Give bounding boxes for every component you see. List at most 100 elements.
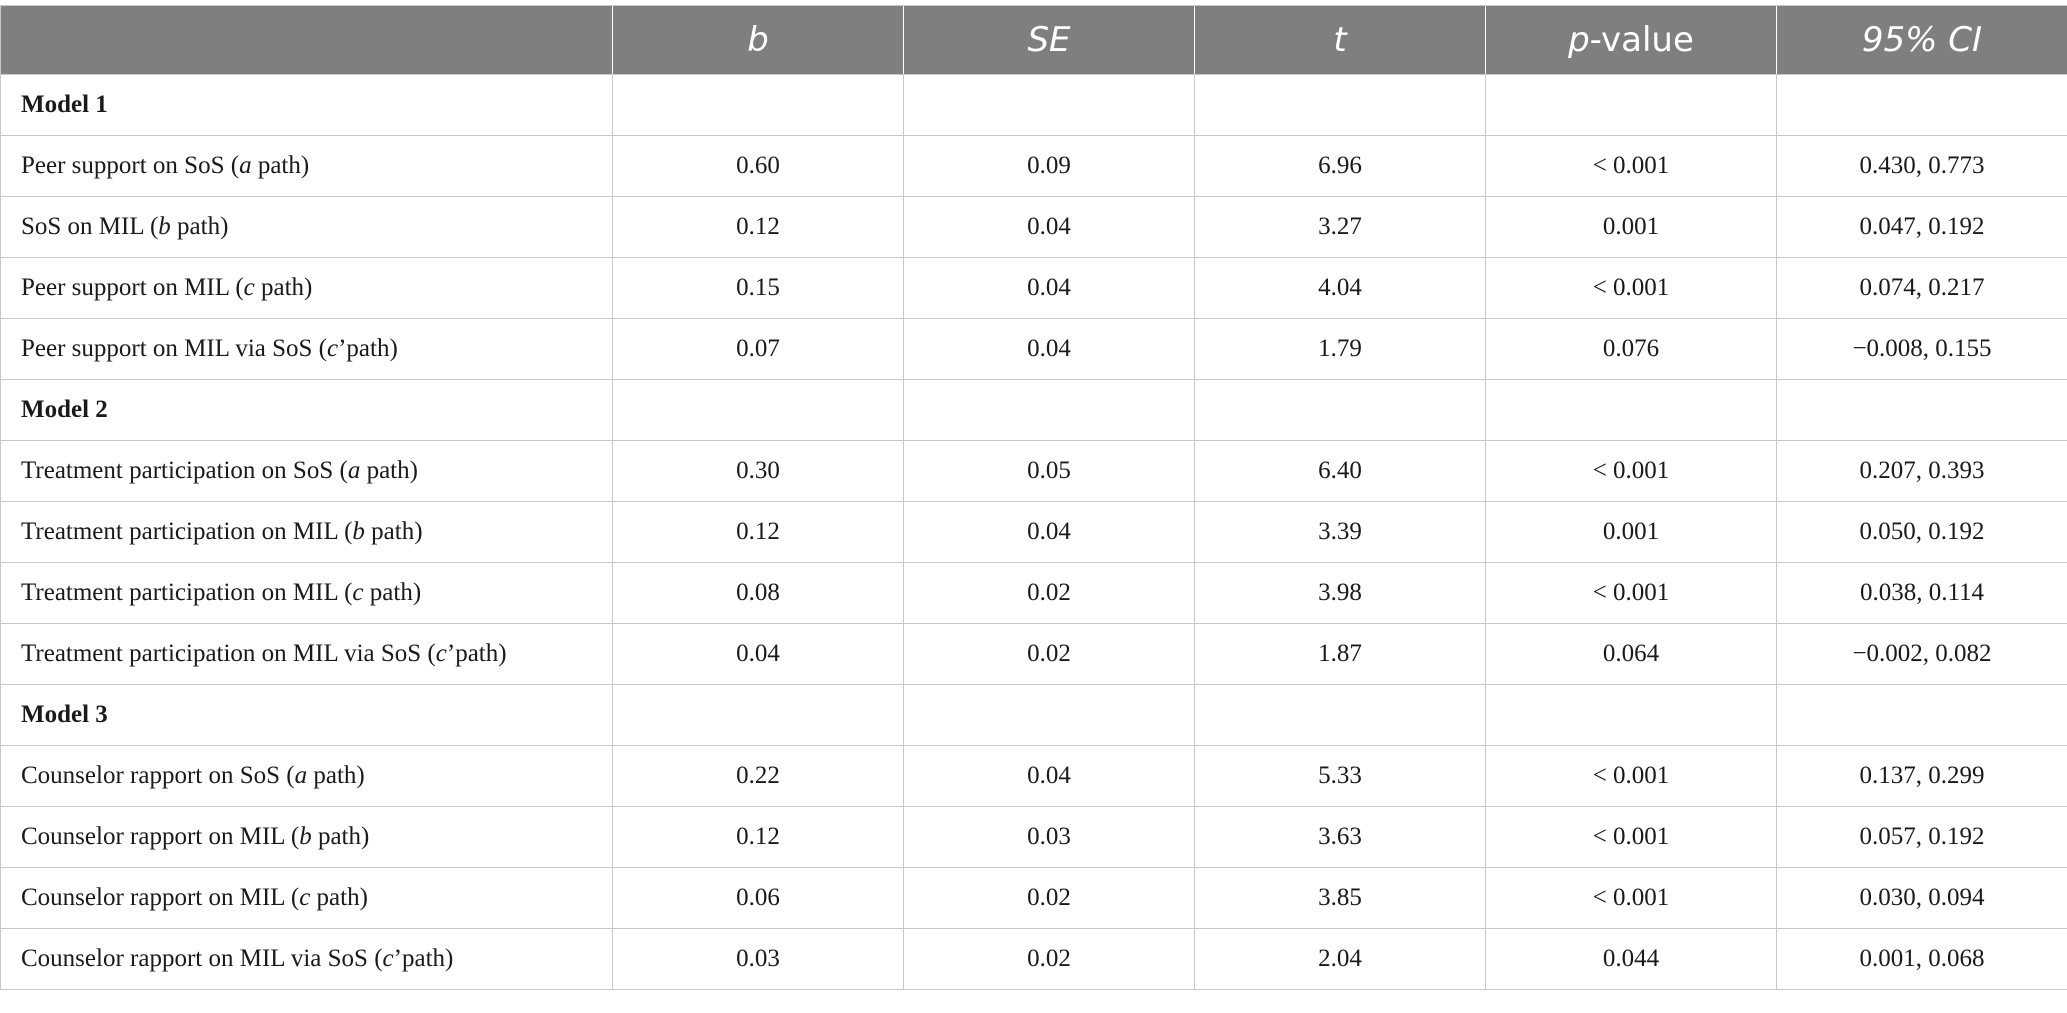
row-label-prefix: Treatment participation on MIL ( [21,579,353,606]
table-header: b SE t p-value 95% CI [0,5,2067,75]
row-label-path-letter: c [327,335,339,362]
table-body: Model 1 Peer support on SoS (a path) 0.60 0… [0,74,2067,990]
cell-se: 0.04 [903,745,1195,807]
cell-ci: 0.207, 0.393 [1776,440,2067,502]
empty-cell [903,379,1195,441]
cell-ci: 0.001, 0.068 [1776,928,2067,990]
header-p-suffix: -value [1589,20,1694,60]
row-label: Counselor rapport on SoS (a path) [0,745,613,807]
section-label: Model 1 [0,74,613,136]
cell-ci: 0.057, 0.192 [1776,806,2067,868]
header-t: t [1194,5,1486,75]
cell-se: 0.04 [903,196,1195,258]
cell-t: 3.98 [1194,562,1486,624]
cell-se: 0.02 [903,562,1195,624]
table-row: Counselor rapport on MIL via SoS (c’path… [0,928,2067,990]
header-empty-cell [0,5,613,75]
empty-cell [903,684,1195,746]
cell-b: 0.12 [612,196,904,258]
header-se: SE [903,5,1195,75]
cell-b: 0.08 [612,562,904,624]
cell-b: 0.15 [612,257,904,319]
header-p-value: p-value [1485,5,1777,75]
cell-ci: 0.430, 0.773 [1776,135,2067,197]
row-label: Counselor rapport on MIL (c path) [0,867,613,929]
row-label-path-letter: a [239,152,252,179]
row-label-suffix: path) [251,152,310,179]
row-label-path-letter: c [382,945,394,972]
row-label: Treatment participation on SoS (a path) [0,440,613,502]
table-row: Peer support on MIL (c path) 0.15 0.04 4.04… [0,257,2067,319]
cell-p-value: < 0.001 [1485,867,1777,929]
mediation-results-table: b SE t p-value 95% CI Model 1 Peer suppor… [0,5,2067,990]
cell-t: 1.79 [1194,318,1486,380]
table-row: Counselor rapport on MIL (b path) 0.12 0.0… [0,806,2067,868]
cell-ci: −0.002, 0.082 [1776,623,2067,685]
cell-t: 3.39 [1194,501,1486,563]
row-label-prefix: Treatment participation on MIL ( [21,518,353,545]
cell-b: 0.04 [612,623,904,685]
row-label-suffix: ’path) [338,335,398,362]
cell-p-value: 0.001 [1485,196,1777,258]
section-label: Model 2 [0,379,613,441]
cell-t: 6.96 [1194,135,1486,197]
table-row: Counselor rapport on SoS (a path) 0.22 0.0… [0,745,2067,807]
row-label-path-letter: a [294,762,308,789]
row-label-prefix: Peer support on SoS ( [21,152,240,179]
row-label-path-letter: c [243,274,255,301]
empty-cell [612,74,904,136]
row-label: SoS on MIL (b path) [0,196,613,258]
row-label-prefix: Counselor rapport on SoS ( [21,762,295,789]
cell-se: 0.02 [903,928,1195,990]
cell-p-value: < 0.001 [1485,806,1777,868]
row-label: Treatment participation on MIL via SoS (… [0,623,613,685]
table-row: Peer support on SoS (a path) 0.60 0.09 6.96… [0,135,2067,197]
header-t-label: t [1333,20,1347,60]
cell-t: 6.40 [1194,440,1486,502]
row-label-prefix: Treatment participation on MIL via SoS ( [21,640,436,667]
cell-p-value: 0.001 [1485,501,1777,563]
header-ci-label: 95% CI [1861,20,1983,60]
cell-p-value: 0.076 [1485,318,1777,380]
row-label: Counselor rapport on MIL (b path) [0,806,613,868]
row-label-path-letter: b [299,823,312,850]
table-row: Counselor rapport on MIL (c path) 0.06 0.0… [0,867,2067,929]
cell-se: 0.09 [903,135,1195,197]
cell-p-value: 0.044 [1485,928,1777,990]
table-row: Treatment participation on MIL (b path) 0… [0,501,2067,563]
row-label: Peer support on SoS (a path) [0,135,613,197]
empty-cell [1194,379,1486,441]
empty-cell [1485,684,1777,746]
empty-cell [1776,379,2067,441]
empty-cell [1194,684,1486,746]
row-label: Treatment participation on MIL (c path) [0,562,613,624]
cell-ci: 0.038, 0.114 [1776,562,2067,624]
cell-se: 0.05 [903,440,1195,502]
row-label-prefix: Counselor rapport on MIL via SoS ( [21,945,383,972]
row-label-prefix: Treatment participation on SoS ( [21,457,348,484]
row-label-suffix: ’path) [393,945,454,972]
empty-cell [612,379,904,441]
cell-ci: 0.137, 0.299 [1776,745,2067,807]
table-row: Treatment participation on MIL (c path) 0… [0,562,2067,624]
table-row: Peer support on MIL via SoS (c’path) 0.07… [0,318,2067,380]
row-label: Counselor rapport on MIL via SoS (c’path… [0,928,613,990]
header-row: b SE t p-value 95% CI [0,5,2067,75]
cell-b: 0.12 [612,501,904,563]
row-label-path-letter: a [347,457,361,484]
row-label-prefix: Peer support on MIL ( [21,274,244,301]
cell-se: 0.04 [903,501,1195,563]
row-label-path-letter: c [435,640,447,667]
cell-p-value: < 0.001 [1485,745,1777,807]
empty-cell [1485,74,1777,136]
cell-se: 0.02 [903,867,1195,929]
cell-se: 0.04 [903,257,1195,319]
cell-t: 1.87 [1194,623,1486,685]
cell-b: 0.60 [612,135,904,197]
section-label: Model 3 [0,684,613,746]
empty-cell [903,74,1195,136]
row-label-suffix: path) [170,213,229,240]
cell-b: 0.06 [612,867,904,929]
cell-p-value: 0.064 [1485,623,1777,685]
row-label-path-letter: b [352,518,365,545]
